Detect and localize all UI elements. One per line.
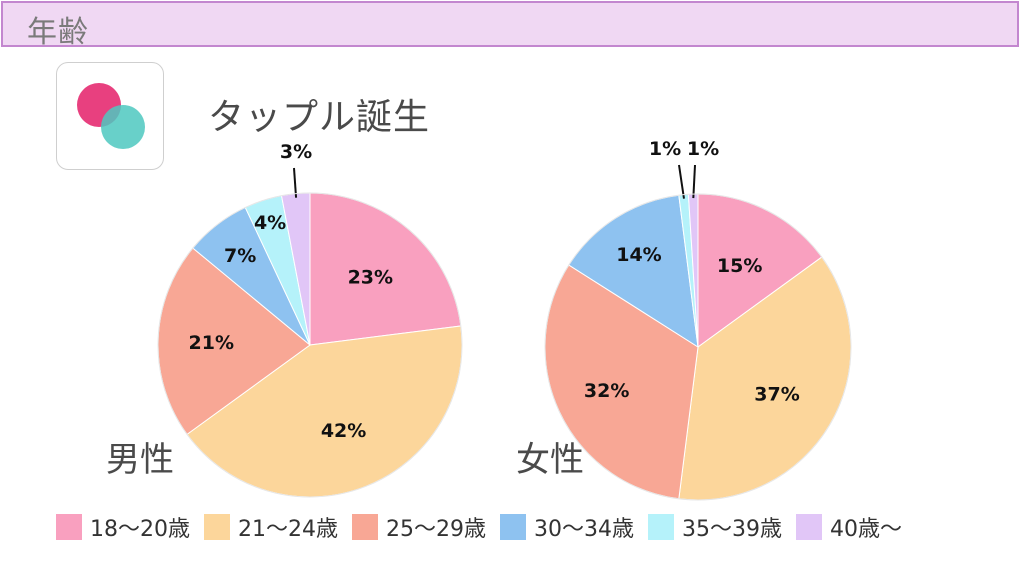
slice-data-label: 42% [321, 420, 366, 442]
slice-data-label: 15% [717, 255, 762, 277]
legend-item: 35〜39歳 [648, 511, 782, 543]
legend-label: 40歳〜 [830, 517, 902, 542]
slice-data-label: 3% [280, 141, 312, 163]
section-header: 年齢 [1, 1, 1019, 50]
slice-data-label: 1% [687, 138, 719, 160]
legend-label: 35〜39歳 [682, 517, 782, 542]
legend-item: 18〜20歳 [56, 511, 190, 543]
app-logo [56, 62, 164, 170]
legend-label: 21〜24歳 [238, 517, 338, 542]
legend-swatch [204, 514, 230, 540]
slice-data-label: 1% [649, 138, 681, 160]
male-chart-title: 男性 [106, 440, 174, 480]
slice-data-label: 23% [348, 267, 393, 289]
app-name: タップル誕生 [208, 97, 431, 138]
overlapping-circles-icon [77, 83, 145, 149]
legend: 18〜20歳 21〜24歳 25〜29歳 30〜34歳 35〜39歳 40歳〜 [56, 510, 916, 544]
section-title: 年齢 [27, 15, 89, 50]
callout-line [692, 164, 696, 199]
legend-swatch [500, 514, 526, 540]
legend-swatch [796, 514, 822, 540]
legend-swatch [352, 514, 378, 540]
slice-data-label: 4% [254, 212, 286, 234]
slice-data-label: 37% [754, 384, 799, 406]
legend-label: 18〜20歳 [90, 517, 190, 542]
pie-outline [157, 192, 463, 498]
pie-outline [544, 193, 852, 501]
legend-swatch [648, 514, 674, 540]
slice-data-label: 32% [584, 380, 629, 402]
slice-data-label: 7% [224, 245, 256, 267]
slice-data-label: 21% [189, 332, 234, 354]
legend-item: 40歳〜 [796, 511, 902, 543]
legend-item: 30〜34歳 [500, 511, 634, 543]
callout-line [678, 164, 685, 199]
legend-item: 25〜29歳 [352, 511, 486, 543]
callout-line [293, 167, 298, 198]
legend-item: 21〜24歳 [204, 511, 338, 543]
slice-data-label: 14% [616, 244, 661, 266]
legend-label: 30〜34歳 [534, 517, 634, 542]
legend-label: 25〜29歳 [386, 517, 486, 542]
legend-swatch [56, 514, 82, 540]
female-chart-title: 女性 [516, 440, 584, 480]
